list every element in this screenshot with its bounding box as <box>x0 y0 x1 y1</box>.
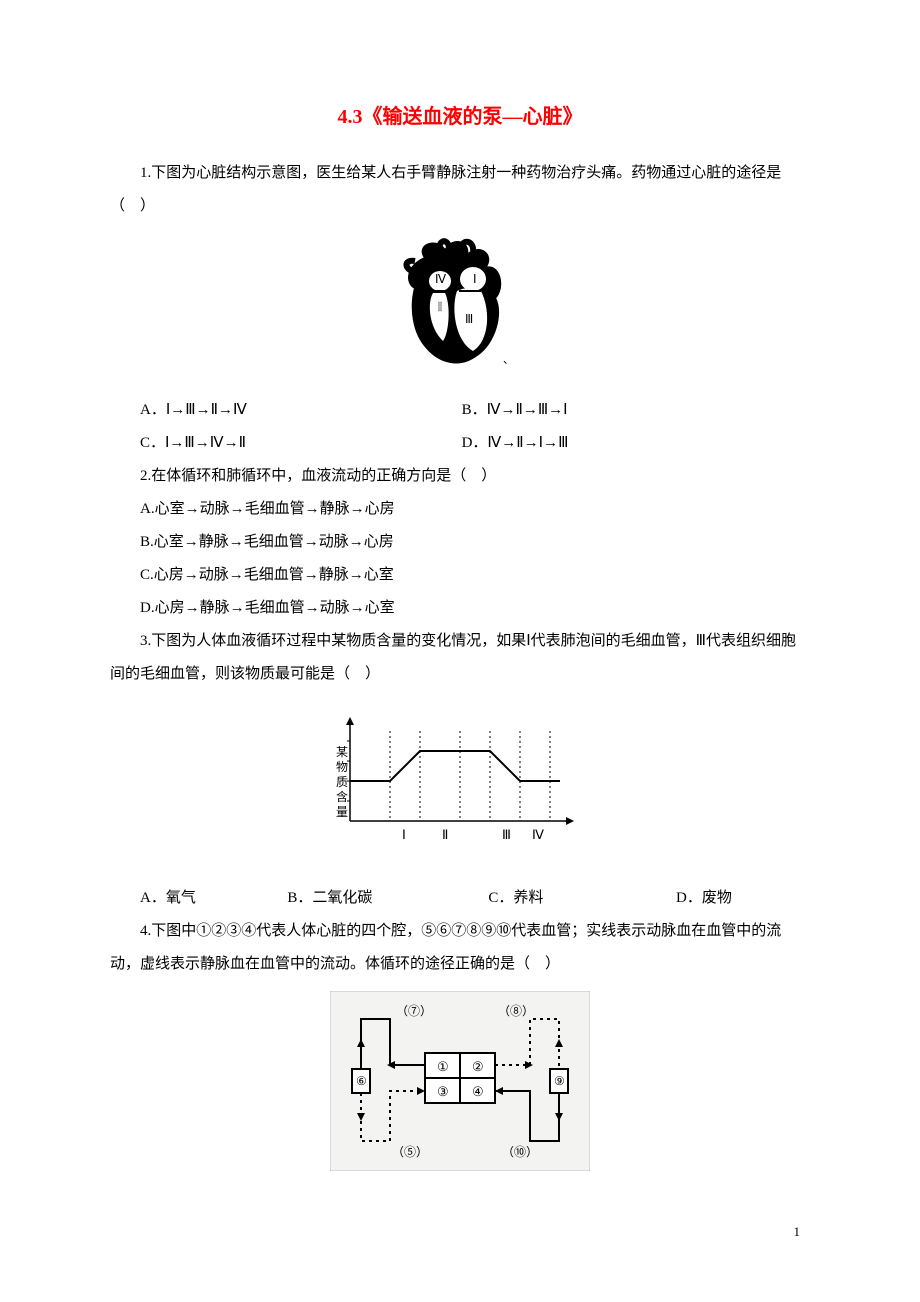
page: 4.3《输送血液的泵—心脏》 1.下图为心脏结构示意图，医生给某人右手臂静脉注射… <box>0 0 920 1260</box>
heart-diagram: Ⅰ Ⅱ Ⅲ Ⅳ 、 <box>385 233 535 383</box>
edge-10: （⑩） <box>502 1145 538 1159</box>
q4-text: 4.下图中①②③④代表人体心脏的四个腔，⑤⑥⑦⑧⑨⑩代表血管；实线表示动脉血在血… <box>110 915 810 981</box>
q3-opt-a: A．氧气 <box>140 882 287 915</box>
chart-x-3: Ⅲ <box>502 827 511 842</box>
q3-opt-b: B．二氧化碳 <box>287 882 488 915</box>
heart-label-1: Ⅰ <box>473 272 477 286</box>
box-1: ① <box>437 1059 449 1074</box>
q2-opt-c: C.心房→动脉→毛细血管→静脉→心室 <box>110 559 810 592</box>
page-number: 1 <box>794 1224 801 1240</box>
box-2: ② <box>472 1059 484 1074</box>
svg-text:、: 、 <box>503 354 514 366</box>
q3-opt-c: C．养料 <box>488 882 676 915</box>
heart-label-3: Ⅲ <box>465 312 473 326</box>
box-3: ③ <box>437 1084 449 1099</box>
q3-figure: 某 物 质 含 量 Ⅰ Ⅱ Ⅲ Ⅳ <box>110 701 810 876</box>
q1-opts-row1: A．Ⅰ→Ⅲ→Ⅱ→Ⅳ B．Ⅳ→Ⅱ→Ⅲ→Ⅰ <box>110 394 810 427</box>
q3-opt-d: D．废物 <box>676 882 810 915</box>
chart-ylabel-1: 某 <box>336 745 348 759</box>
edge-6: ⑥ <box>356 1074 367 1088</box>
q1-opt-b: B．Ⅳ→Ⅱ→Ⅲ→Ⅰ <box>462 394 810 427</box>
q2-opt-d: D.心房→静脉→毛细血管→动脉→心室 <box>110 592 810 625</box>
chart-x-1: Ⅰ <box>402 827 406 842</box>
chart-ylabel-3: 质 <box>336 775 348 789</box>
edge-7: （⑦） <box>396 1004 432 1018</box>
edge-5: （⑤） <box>392 1145 428 1159</box>
line-chart: 某 物 质 含 量 Ⅰ Ⅱ Ⅲ Ⅳ <box>330 701 590 871</box>
chart-ylabel-2: 物 <box>336 760 348 774</box>
q4-figure: ① ② ③ ④ ⑥ ⑨ （⑦） （⑤） （⑧） <box>110 991 810 1176</box>
q1-opt-d: D．Ⅳ→Ⅱ→Ⅰ→Ⅲ <box>462 427 810 460</box>
box-4: ④ <box>472 1084 484 1099</box>
q1-figure: Ⅰ Ⅱ Ⅲ Ⅳ 、 <box>110 233 810 388</box>
q3-text: 3.下图为人体血液循环过程中某物质含量的变化情况，如果Ⅰ代表肺泡间的毛细血管，Ⅲ… <box>110 625 810 691</box>
q1-opts-row2: C．Ⅰ→Ⅲ→Ⅳ→Ⅱ D．Ⅳ→Ⅱ→Ⅰ→Ⅲ <box>110 427 810 460</box>
heart-label-4: Ⅳ <box>435 272 446 286</box>
page-title: 4.3《输送血液的泵—心脏》 <box>110 100 810 129</box>
chart-ylabel-4: 含 <box>336 789 348 804</box>
q2-opt-b: B.心室→静脉→毛细血管→动脉→心房 <box>110 526 810 559</box>
chart-ylabel-5: 量 <box>336 805 348 819</box>
circulation-diagram: ① ② ③ ④ ⑥ ⑨ （⑦） （⑤） （⑧） <box>330 991 590 1171</box>
q2-opt-a: A.心室→动脉→毛细血管→静脉→心房 <box>110 493 810 526</box>
chart-x-4: Ⅳ <box>532 827 544 842</box>
heart-label-2: Ⅱ <box>437 300 443 314</box>
q1-opt-c: C．Ⅰ→Ⅲ→Ⅳ→Ⅱ <box>140 427 462 460</box>
edge-8: （⑧） <box>498 1004 534 1018</box>
edge-9: ⑨ <box>554 1074 565 1088</box>
q2-text: 2.在体循环和肺循环中，血液流动的正确方向是（ ） <box>110 460 810 493</box>
q1-opt-a: A．Ⅰ→Ⅲ→Ⅱ→Ⅳ <box>140 394 462 427</box>
q1-text: 1.下图为心脏结构示意图，医生给某人右手臂静脉注射一种药物治疗头痛。药物通过心脏… <box>110 157 810 223</box>
q3-opts: A．氧气 B．二氧化碳 C．养料 D．废物 <box>110 882 810 915</box>
chart-x-2: Ⅱ <box>442 827 448 842</box>
